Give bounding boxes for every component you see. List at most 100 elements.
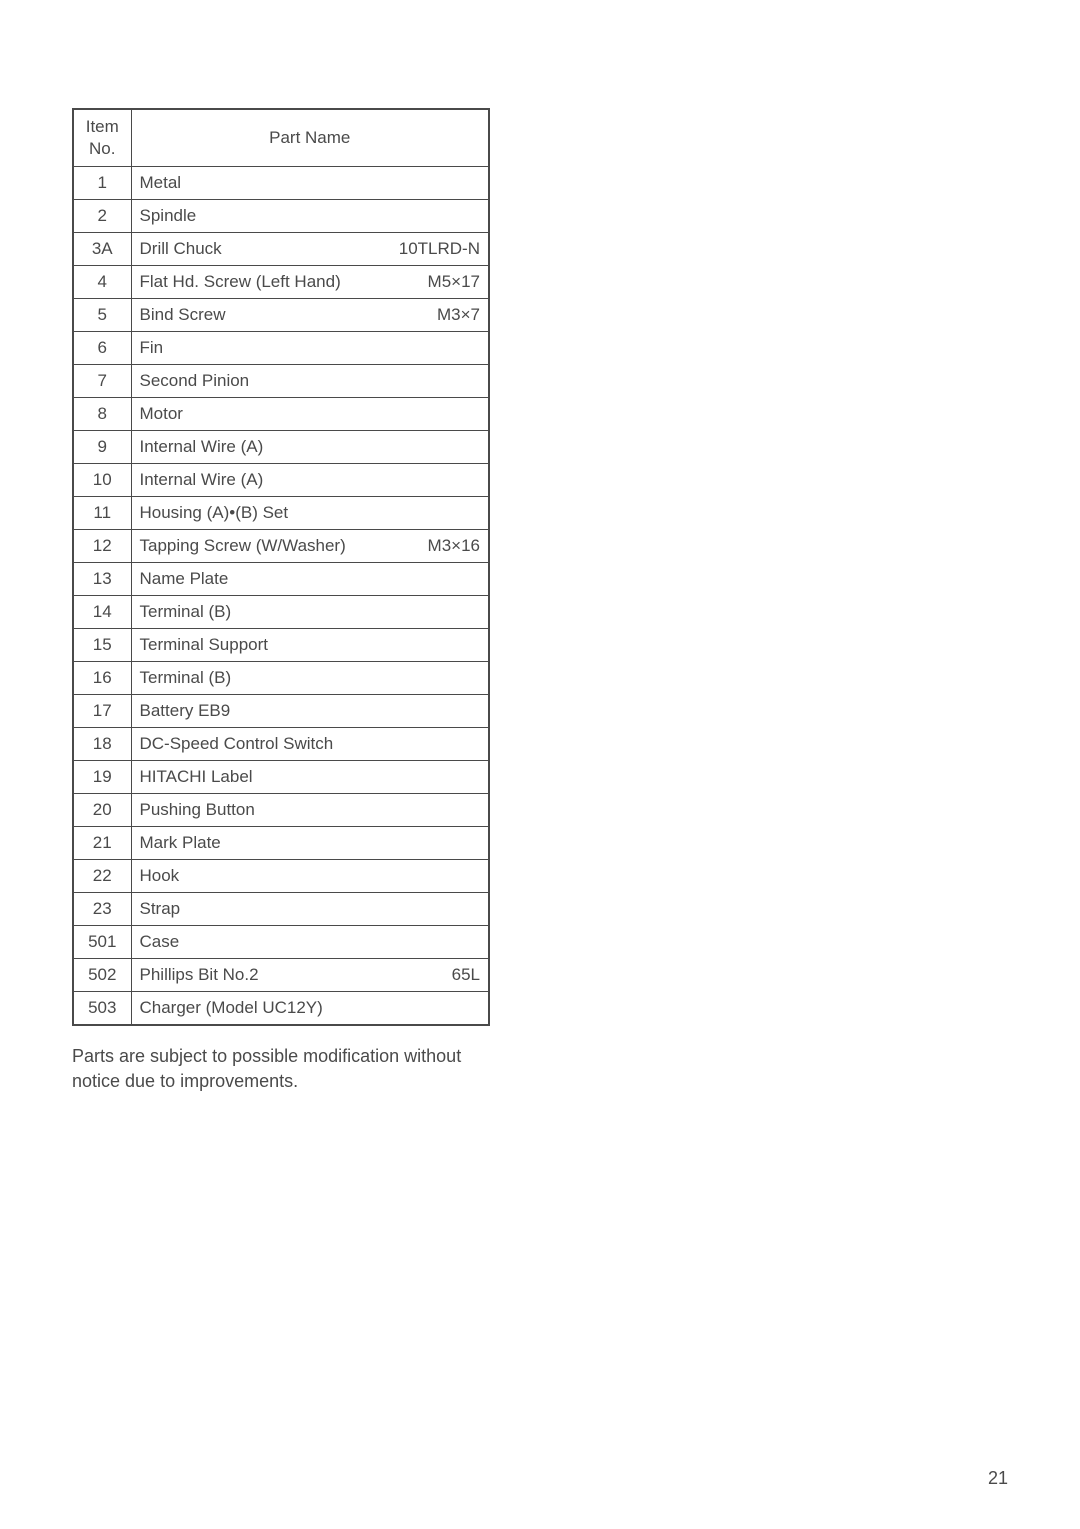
cell-item-no: 3A	[73, 233, 131, 266]
cell-item-no: 17	[73, 695, 131, 728]
cell-part-name: Mark Plate	[131, 827, 489, 860]
cell-item-no: 22	[73, 860, 131, 893]
table-row: 6Fin	[73, 332, 489, 365]
cell-part-name: Bind Screw M3×7	[131, 299, 489, 332]
cell-part-name: Housing (A)•(B) Set	[131, 497, 489, 530]
table-row: 15 Terminal Support	[73, 629, 489, 662]
cell-part-name: Internal Wire (A)	[131, 464, 489, 497]
table-row: 22 Hook	[73, 860, 489, 893]
table-header-row: Item No. Part Name	[73, 109, 489, 167]
header-part-name: Part Name	[131, 109, 489, 167]
part-name-text: Bind Screw	[140, 305, 226, 325]
footer-note: Parts are subject to possible modificati…	[72, 1044, 502, 1094]
part-name-text: HITACHI Label	[140, 767, 253, 787]
cell-item-no: 501	[73, 926, 131, 959]
cell-part-name: Flat Hd. Screw (Left Hand)M5×17	[131, 266, 489, 299]
part-spec-text: M3×7	[437, 305, 480, 325]
part-name-text: Fin	[140, 338, 164, 358]
part-name-text: Tapping Screw (W/Washer)	[140, 536, 346, 556]
part-name-text: Second Pinion	[140, 371, 250, 391]
table-row: 8 Motor	[73, 398, 489, 431]
cell-part-name: Phillips Bit No.2 65L	[131, 959, 489, 992]
part-name-text: Terminal (B)	[140, 668, 232, 688]
part-name-text: Housing (A)•(B) Set	[140, 503, 289, 523]
cell-part-name: Terminal Support	[131, 629, 489, 662]
part-name-wrap: Fin	[140, 338, 481, 358]
part-name-wrap: Name Plate	[140, 569, 481, 589]
part-name-text: Metal	[140, 173, 182, 193]
part-name-text: Flat Hd. Screw (Left Hand)	[140, 272, 341, 292]
cell-part-name: Name Plate	[131, 563, 489, 596]
part-name-wrap: Pushing Button	[140, 800, 481, 820]
part-name-wrap: Terminal (B)	[140, 602, 481, 622]
table-row: 10 Internal Wire (A)	[73, 464, 489, 497]
cell-part-name: Charger (Model UC12Y)	[131, 992, 489, 1026]
table-row: 502Phillips Bit No.265L	[73, 959, 489, 992]
table-row: 11 Housing (A)•(B) Set	[73, 497, 489, 530]
table-row: 12 Tapping Screw (W/Washer) M3×16	[73, 530, 489, 563]
part-name-text: Name Plate	[140, 569, 229, 589]
cell-part-name: Strap	[131, 893, 489, 926]
part-name-wrap: Case	[140, 932, 481, 952]
cell-item-no: 4	[73, 266, 131, 299]
table-row: 503Charger (Model UC12Y)	[73, 992, 489, 1026]
cell-item-no: 15	[73, 629, 131, 662]
part-name-text: Terminal Support	[140, 635, 269, 655]
cell-part-name: Internal Wire (A)	[131, 431, 489, 464]
part-spec-text: M3×16	[428, 536, 480, 556]
cell-item-no: 16	[73, 662, 131, 695]
part-name-text: Case	[140, 932, 180, 952]
part-name-wrap: Charger (Model UC12Y)	[140, 998, 481, 1018]
cell-part-name: Case	[131, 926, 489, 959]
header-item-no: Item No.	[73, 109, 131, 167]
table-row: 7Second Pinion	[73, 365, 489, 398]
header-item-no-line2: No.	[89, 139, 115, 158]
part-spec-text: 65L	[452, 965, 480, 985]
table-row: 18DC-Speed Control Switch	[73, 728, 489, 761]
cell-part-name: Battery EB9	[131, 695, 489, 728]
part-name-wrap: Terminal Support	[140, 635, 481, 655]
part-name-wrap: Bind Screw M3×7	[140, 305, 481, 325]
part-name-wrap: Second Pinion	[140, 371, 481, 391]
part-name-text: Phillips Bit No.2	[140, 965, 259, 985]
part-name-wrap: DC-Speed Control Switch	[140, 734, 481, 754]
cell-item-no: 2	[73, 200, 131, 233]
cell-item-no: 10	[73, 464, 131, 497]
table-body: 1Metal2Spindle3ADrill Chuck10TLRD-N4Flat…	[73, 167, 489, 1026]
part-name-wrap: Housing (A)•(B) Set	[140, 503, 481, 523]
table-row: 9Internal Wire (A)	[73, 431, 489, 464]
part-name-wrap: HITACHI Label	[140, 767, 481, 787]
part-spec-text: 10TLRD-N	[399, 239, 480, 259]
table-row: 13Name Plate	[73, 563, 489, 596]
cell-part-name: Drill Chuck10TLRD-N	[131, 233, 489, 266]
part-name-text: Internal Wire (A)	[140, 470, 264, 490]
part-name-wrap: Motor	[140, 404, 481, 424]
table-row: 2 Spindle	[73, 200, 489, 233]
table-row: 20 Pushing Button	[73, 794, 489, 827]
table-row: 21Mark Plate	[73, 827, 489, 860]
cell-item-no: 9	[73, 431, 131, 464]
part-name-text: Spindle	[140, 206, 197, 226]
part-name-wrap: Strap	[140, 899, 481, 919]
part-name-wrap: Flat Hd. Screw (Left Hand)M5×17	[140, 272, 481, 292]
table-row: 14Terminal (B)	[73, 596, 489, 629]
cell-part-name: Metal	[131, 167, 489, 200]
cell-part-name: Terminal (B)	[131, 596, 489, 629]
part-name-wrap: Phillips Bit No.2 65L	[140, 965, 481, 985]
cell-part-name: Second Pinion	[131, 365, 489, 398]
part-name-text: Charger (Model UC12Y)	[140, 998, 323, 1018]
cell-item-no: 8	[73, 398, 131, 431]
part-name-wrap: Internal Wire (A)	[140, 470, 481, 490]
cell-item-no: 20	[73, 794, 131, 827]
table-row: 19 HITACHI Label	[73, 761, 489, 794]
cell-part-name: Fin	[131, 332, 489, 365]
cell-item-no: 12	[73, 530, 131, 563]
table-row: 17Battery EB9	[73, 695, 489, 728]
cell-item-no: 11	[73, 497, 131, 530]
part-name-text: Mark Plate	[140, 833, 221, 853]
cell-part-name: Terminal (B)	[131, 662, 489, 695]
cell-part-name: HITACHI Label	[131, 761, 489, 794]
part-name-wrap: Hook	[140, 866, 481, 886]
cell-item-no: 19	[73, 761, 131, 794]
cell-part-name: Hook	[131, 860, 489, 893]
